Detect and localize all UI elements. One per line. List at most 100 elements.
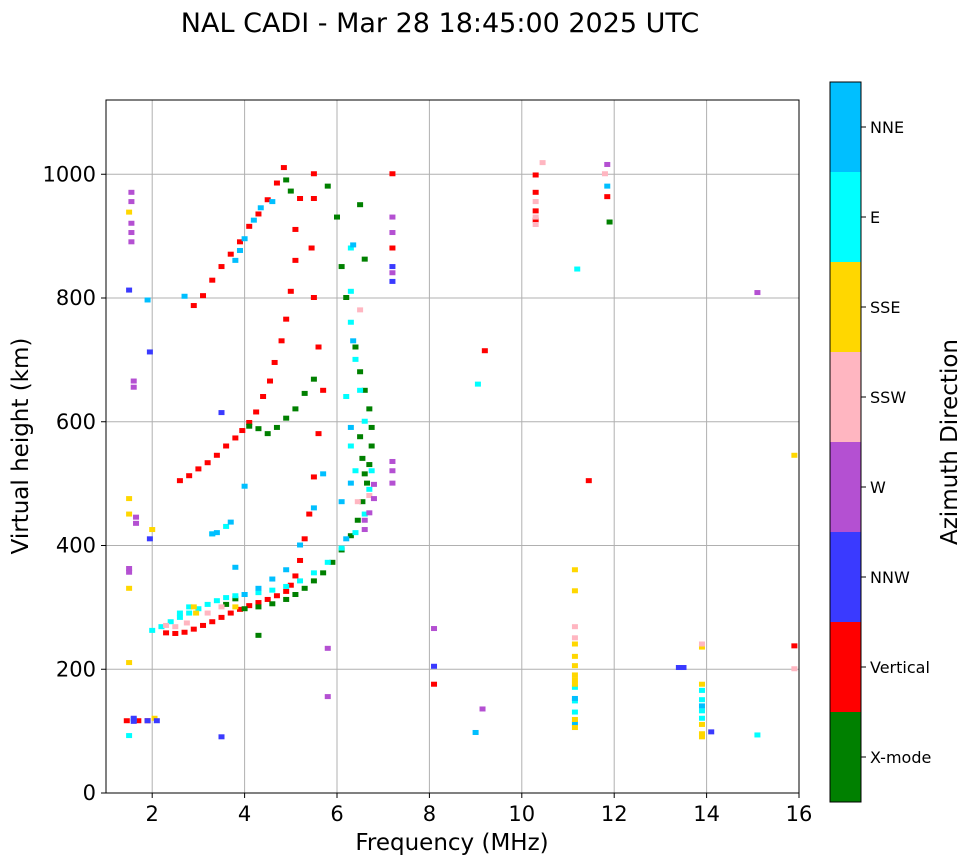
echo-point [315, 344, 322, 350]
echo-point [246, 223, 253, 229]
echo-point [571, 672, 578, 678]
echo-point [352, 356, 359, 362]
x-tick-label: 10 [508, 802, 535, 826]
echo-point [297, 578, 304, 584]
echo-point [257, 205, 264, 211]
echo-point [347, 533, 354, 539]
echo-point [347, 288, 354, 294]
y-axis-label: Virtual height (km) [8, 338, 34, 555]
echo-point [130, 718, 137, 724]
echo-point [126, 511, 133, 517]
echo-point [223, 601, 230, 607]
echo-point [123, 718, 130, 724]
echo-point [324, 559, 331, 565]
echo-point [571, 663, 578, 669]
echo-point [361, 511, 368, 517]
echo-point [364, 480, 371, 486]
echo-point [126, 660, 133, 666]
echo-point [481, 348, 488, 354]
echo-point [571, 684, 578, 690]
echo-point [181, 293, 188, 299]
echo-point [269, 199, 276, 205]
echo-point [176, 610, 183, 616]
series-w [126, 161, 761, 712]
y-tick-label: 600 [56, 410, 96, 434]
echo-point [278, 338, 285, 344]
echo-point [310, 196, 317, 201]
echo-point [347, 245, 354, 251]
echo-point [236, 247, 243, 253]
echo-point [255, 590, 262, 596]
echo-point [347, 443, 354, 449]
echo-point [698, 641, 705, 647]
echo-point [146, 536, 153, 542]
echo-point [361, 527, 368, 533]
echo-point [223, 523, 230, 529]
echo-point [791, 643, 798, 649]
y-tick-label: 400 [56, 534, 96, 558]
echo-point [232, 257, 239, 263]
echo-point [133, 520, 140, 526]
echo-point [232, 593, 239, 599]
echo-point [273, 424, 280, 430]
echo-point [133, 514, 140, 520]
echo-point [297, 196, 304, 201]
echo-point [310, 578, 317, 584]
echo-point [204, 601, 211, 607]
y-tick-label: 800 [56, 286, 96, 310]
x-tick-label: 16 [786, 802, 813, 826]
colorbar-tick-label: NNE [870, 118, 904, 137]
echo-point [232, 435, 239, 441]
colorbar-tick-label: SSE [870, 298, 900, 317]
echo-point [181, 629, 188, 635]
colorbar: X-mode Vertical NNW W SSW SSE E NNE [829, 81, 931, 803]
echo-point [227, 519, 234, 525]
echo-point [368, 443, 375, 449]
colorbar-label: Azimuth Direction [937, 339, 963, 545]
echo-point [172, 630, 179, 636]
echo-point [209, 531, 216, 537]
echo-point [357, 202, 364, 208]
echo-point [264, 431, 271, 437]
echo-point [675, 665, 682, 671]
echo-point [144, 297, 151, 303]
echo-point [163, 630, 170, 636]
echo-point [218, 734, 225, 740]
echo-point [338, 499, 345, 505]
echo-point [571, 725, 578, 731]
echo-point [186, 604, 193, 610]
echo-point [292, 573, 299, 579]
echo-point [269, 576, 276, 582]
echo-point [338, 264, 345, 270]
echo-point [320, 387, 327, 393]
echo-point [126, 733, 133, 739]
echo-point [431, 681, 438, 687]
echo-point [532, 199, 539, 205]
echo-point [292, 406, 299, 412]
echo-point [389, 214, 396, 220]
echo-point [146, 349, 153, 355]
echo-point [532, 221, 539, 227]
colorbar-tick-label: Vertical [870, 658, 930, 677]
echo-point [680, 665, 687, 671]
echo-point [186, 610, 193, 616]
echo-point [167, 619, 174, 625]
echo-point [571, 720, 578, 726]
echo-point [343, 295, 350, 300]
echo-point [292, 226, 299, 232]
colorbar-tick-label: X-mode [870, 748, 931, 767]
echo-point [223, 443, 230, 449]
echo-point [352, 530, 359, 536]
echo-point [324, 694, 331, 700]
echo-point [479, 706, 486, 712]
series-nne [144, 183, 705, 735]
echo-point [334, 214, 340, 220]
echo-point [236, 606, 243, 612]
echo-point [359, 499, 366, 505]
echo-point [246, 419, 253, 425]
echo-point [128, 189, 135, 195]
echo-point [698, 703, 705, 709]
echo-point [352, 344, 359, 350]
echo-point [301, 390, 308, 396]
